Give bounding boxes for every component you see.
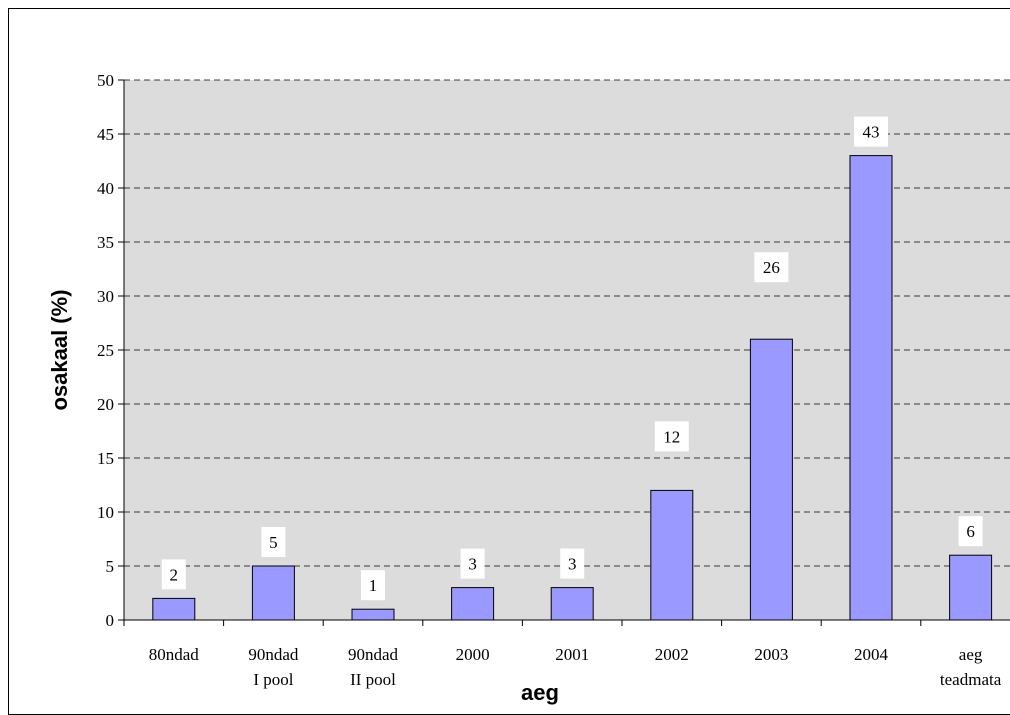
data-label: 6 (966, 522, 975, 541)
x-tick-label: 80ndad (149, 645, 200, 664)
y-axis: 0 5 10 15 20 25 30 35 40 45 50 (97, 71, 125, 630)
bar (152, 597, 196, 621)
y-tick-label: 45 (97, 125, 114, 144)
x-tick-label: 2002 (655, 645, 689, 664)
y-tick-label: 35 (97, 233, 114, 252)
x-tick-label: II pool (350, 670, 396, 689)
x-tick-label: 2001 (555, 645, 589, 664)
bar (251, 565, 295, 621)
data-label-box (361, 570, 385, 601)
x-tick-label: teadmata (940, 670, 1002, 689)
data-label: 2 (170, 565, 179, 584)
y-tick-label: 25 (97, 341, 114, 360)
y-tick-label: 20 (97, 395, 114, 414)
y-tick-label: 30 (97, 287, 114, 306)
bar (351, 608, 395, 621)
data-label: 5 (269, 533, 278, 552)
data-label: 12 (663, 427, 680, 446)
data-label: 3 (568, 555, 577, 574)
y-tick-label: 0 (106, 611, 115, 630)
data-label-box (460, 548, 485, 579)
data-label-box (161, 559, 186, 590)
x-tick-label: 2004 (854, 645, 889, 664)
x-tick-label: I pool (253, 670, 293, 689)
data-label-box (560, 548, 585, 579)
data-label: 26 (763, 258, 780, 277)
data-labels: 2 5 1 3 3 12 26 43 6 (161, 116, 983, 601)
x-axis-title: aeg (521, 680, 559, 705)
bar (849, 155, 893, 621)
bars (152, 155, 993, 621)
bar (550, 587, 594, 621)
y-tick-label: 5 (106, 557, 115, 576)
bar (451, 587, 495, 621)
y-tick-label: 15 (97, 449, 114, 468)
x-tick-label: 90ndad (348, 645, 399, 664)
bar (749, 338, 793, 621)
x-tick-label: 2003 (754, 645, 788, 664)
x-tick-label: aeg (959, 645, 983, 664)
y-tick-label: 40 (97, 179, 114, 198)
data-label-box (261, 527, 286, 557)
y-axis-title: osakaal (%) (47, 289, 72, 410)
data-label-box (754, 252, 789, 283)
data-label: 1 (369, 576, 378, 595)
data-label-box (654, 421, 689, 452)
data-label: 43 (863, 123, 880, 142)
data-label-box (854, 116, 888, 147)
data-label: 3 (468, 555, 477, 574)
x-axis: 80ndad 90ndad I pool 90ndad II pool 2000 2001 2… (123, 619, 1010, 689)
bar (650, 489, 694, 621)
x-tick-label: 2000 (456, 645, 490, 664)
y-tick-label: 50 (97, 71, 114, 90)
bar (949, 554, 993, 621)
x-tick-label: 90ndad (248, 645, 299, 664)
data-label-box (958, 516, 983, 547)
y-tick-label: 10 (97, 503, 114, 522)
